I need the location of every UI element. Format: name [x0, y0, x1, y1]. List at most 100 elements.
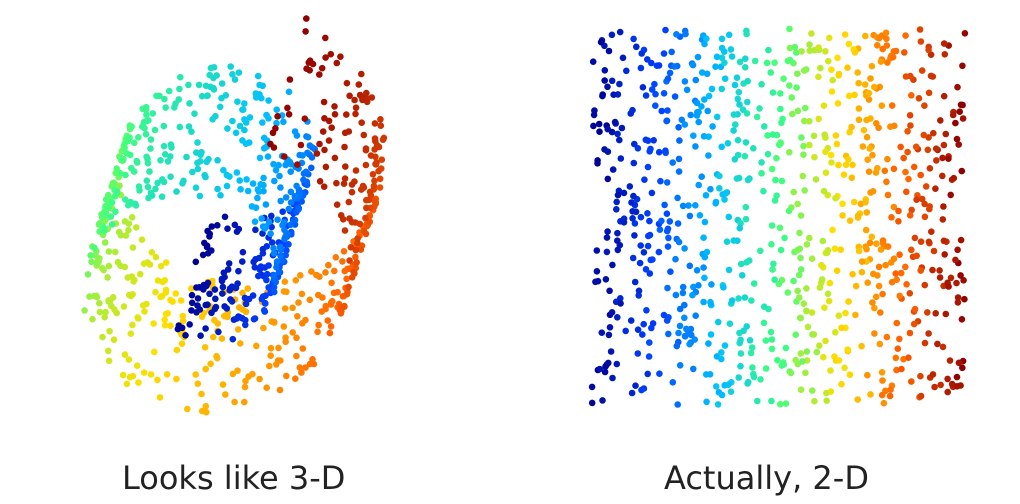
scatter-point: [771, 59, 778, 66]
scatter-point: [638, 50, 645, 57]
scatter-point: [703, 35, 710, 42]
scatter-point: [241, 383, 249, 391]
scatter-point: [863, 133, 871, 141]
scatter-point: [718, 35, 726, 43]
scatter-point: [954, 299, 962, 306]
scatter-point: [954, 294, 962, 301]
scatter-point: [201, 239, 208, 247]
scatter-point: [705, 340, 712, 347]
scatter-point: [758, 81, 765, 88]
scatter-point: [668, 48, 675, 56]
scatter-point: [308, 164, 315, 172]
scatter-point: [165, 87, 173, 95]
scatter-point: [616, 136, 623, 144]
scatter-point: [298, 290, 306, 298]
scatter-point: [737, 220, 744, 227]
scatter-point: [242, 316, 249, 324]
scatter-point: [355, 81, 363, 88]
scatter-point: [143, 111, 150, 118]
scatter-point: [273, 119, 280, 127]
scatter-point: [608, 309, 616, 316]
scatter-point: [96, 228, 103, 235]
scatter-point: [255, 254, 263, 262]
scatter-point: [849, 270, 856, 278]
scatter-point: [801, 117, 808, 125]
scatter-point: [274, 113, 281, 120]
scatter-point: [839, 200, 846, 208]
scatter-point: [628, 199, 635, 206]
scatter-point: [350, 268, 357, 276]
scatter-point: [210, 333, 217, 341]
scatter-point: [832, 329, 839, 336]
scatter-point: [663, 227, 671, 235]
scatter-point: [212, 295, 219, 303]
scatter-point: [267, 140, 274, 148]
scatter-point: [942, 310, 950, 318]
scatter-point: [880, 399, 888, 407]
scatter-point: [339, 258, 346, 265]
scatter-point: [794, 70, 801, 77]
scatter-point: [828, 66, 835, 73]
scatter-point: [921, 213, 929, 221]
scatter-point: [665, 330, 672, 338]
scatter-point: [898, 365, 905, 373]
scatter-point: [796, 229, 803, 237]
scatter-point: [120, 155, 127, 163]
scatter-point: [904, 148, 911, 156]
scatter-point: [908, 378, 915, 385]
scatter-point: [672, 291, 680, 299]
scatter-point: [859, 143, 867, 150]
scatter-point: [222, 92, 230, 99]
scatter-point: [866, 239, 874, 247]
scatter-point: [884, 191, 892, 199]
scatter-point: [154, 277, 162, 284]
scatter-point: [608, 31, 616, 39]
scatter-point: [692, 202, 699, 209]
scatter-point: [827, 151, 835, 159]
scatter-point: [595, 120, 603, 128]
scatter-point: [871, 304, 878, 312]
scatter-point: [128, 123, 135, 130]
scatter-point: [229, 71, 236, 78]
scatter-point: [617, 300, 624, 307]
scatter-point: [234, 367, 241, 375]
scatter-point: [835, 357, 843, 364]
scatter-point: [142, 106, 150, 113]
scatter-point: [921, 339, 929, 347]
scatter-point: [285, 205, 293, 213]
scatter-point: [198, 313, 206, 321]
scatter-point: [845, 298, 852, 305]
scatter-point: [862, 32, 869, 40]
scatter-point: [167, 153, 174, 160]
scatter-point: [760, 303, 768, 311]
scatter-point: [712, 63, 719, 70]
scatter-point: [822, 169, 830, 176]
scatter-point: [235, 225, 243, 233]
scatter-point: [900, 154, 907, 162]
scatter-point: [735, 374, 742, 381]
scatter-point: [780, 359, 787, 366]
scatter-point: [129, 244, 137, 251]
scatter-point: [868, 62, 876, 70]
scatter-point: [865, 168, 873, 175]
scatter-point: [839, 212, 846, 219]
scatter-point: [825, 297, 833, 305]
scatter-point: [614, 130, 621, 138]
scatter-point: [806, 234, 813, 242]
scatter-point: [872, 293, 880, 301]
scatter-point: [828, 159, 835, 166]
scatter-point: [274, 216, 281, 223]
scatter-point: [700, 264, 707, 271]
scatter-point: [135, 134, 142, 141]
scatter-point: [701, 274, 708, 282]
scatter-point: [687, 325, 695, 333]
scatter-point: [264, 153, 272, 160]
scatter-point: [188, 299, 196, 307]
scatter-point: [318, 64, 326, 72]
scatter-point: [188, 285, 195, 292]
scatter-point: [324, 317, 332, 324]
scatter-point: [864, 371, 871, 379]
scatter-point: [742, 139, 750, 146]
scatter-point: [810, 331, 818, 338]
scatter-point: [204, 92, 211, 99]
